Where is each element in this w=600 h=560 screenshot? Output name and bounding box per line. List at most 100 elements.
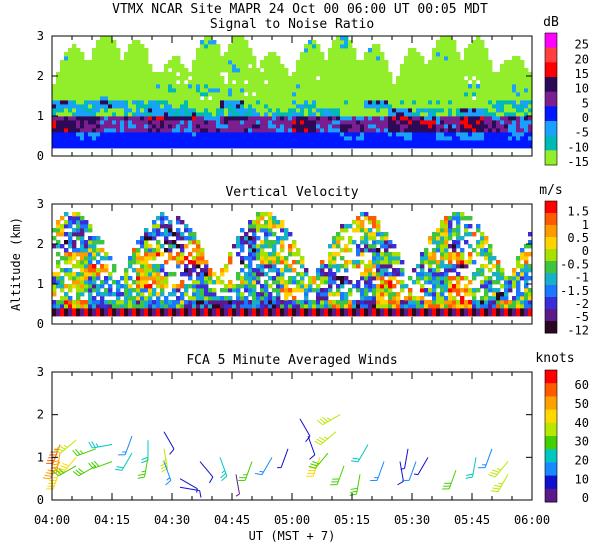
heatmap-cell	[140, 68, 145, 73]
heatmap-cell	[344, 40, 349, 45]
heatmap-cell	[336, 116, 341, 121]
heatmap-cell	[140, 284, 145, 289]
heatmap-cell	[420, 288, 425, 293]
heatmap-cell	[312, 144, 317, 149]
heatmap-cell	[264, 212, 269, 217]
vv-colorbar-unit: m/s	[539, 183, 562, 198]
heatmap-cell	[356, 264, 361, 269]
heatmap-cell	[136, 272, 141, 277]
heatmap-cell	[412, 144, 417, 149]
heatmap-cell	[76, 108, 81, 113]
heatmap-cell	[76, 68, 81, 73]
heatmap-cell	[76, 56, 81, 61]
heatmap-cell	[108, 108, 113, 113]
heatmap-cell	[196, 100, 201, 105]
heatmap-cell	[208, 116, 213, 121]
heatmap-cell	[356, 88, 361, 93]
heatmap-cell	[268, 256, 273, 261]
heatmap-cell	[252, 304, 257, 309]
heatmap-cell	[440, 312, 445, 317]
heatmap-cell	[92, 124, 97, 129]
heatmap-cell	[464, 92, 469, 97]
heatmap-cell	[88, 240, 93, 245]
heatmap-cell	[148, 116, 153, 121]
heatmap-cell	[328, 112, 333, 117]
heatmap-cell	[396, 304, 401, 309]
heatmap-cell	[352, 68, 357, 73]
colorbar-label: 10	[575, 82, 589, 96]
heatmap-cell	[148, 140, 153, 145]
heatmap-cell	[484, 96, 489, 101]
heatmap-cell	[156, 228, 161, 233]
heatmap-cell	[68, 136, 73, 141]
heatmap-cell	[340, 84, 345, 89]
heatmap-cell	[456, 236, 461, 241]
heatmap-cell	[524, 100, 529, 105]
heatmap-cell	[516, 112, 521, 117]
heatmap-cell	[136, 128, 141, 133]
heatmap-cell	[72, 240, 77, 245]
heatmap-cell	[304, 76, 309, 81]
heatmap-cell	[468, 128, 473, 133]
heatmap-cell	[152, 264, 157, 269]
heatmap-cell	[356, 60, 361, 65]
heatmap-cell	[312, 76, 317, 81]
heatmap-cell	[476, 116, 481, 121]
heatmap-cell	[452, 276, 457, 281]
heatmap-cell	[452, 252, 457, 257]
heatmap-cell	[432, 52, 437, 57]
heatmap-cell	[244, 284, 249, 289]
heatmap-cell	[280, 140, 285, 145]
heatmap-cell	[416, 300, 421, 305]
heatmap-cell	[356, 308, 361, 313]
heatmap-cell	[408, 136, 413, 141]
heatmap-cell	[528, 136, 532, 141]
heatmap-cell	[352, 88, 357, 93]
heatmap-cell	[356, 80, 361, 85]
heatmap-cell	[236, 312, 241, 317]
x-tick-label: 06:00	[514, 513, 550, 527]
heatmap-cell	[480, 236, 485, 241]
heatmap-cell	[408, 84, 413, 89]
heatmap-cell	[112, 292, 117, 297]
heatmap-cell	[392, 284, 397, 289]
heatmap-cell	[420, 144, 425, 149]
heatmap-cell	[208, 80, 213, 85]
heatmap-cell	[408, 60, 413, 65]
heatmap-cell	[156, 144, 161, 149]
heatmap-cell	[120, 72, 125, 77]
heatmap-cell	[480, 76, 485, 81]
heatmap-cell	[176, 60, 181, 65]
heatmap-cell	[80, 224, 85, 229]
heatmap-cell	[412, 80, 417, 85]
heatmap-cell	[448, 256, 453, 261]
heatmap-cell	[244, 116, 249, 121]
heatmap-cell	[488, 296, 493, 301]
heatmap-cell	[204, 128, 209, 133]
heatmap-cell	[260, 224, 265, 229]
heatmap-cell	[136, 52, 141, 57]
heatmap-cell	[396, 80, 401, 85]
heatmap-cell	[256, 76, 261, 81]
heatmap-cell	[192, 136, 197, 141]
heatmap-cell	[316, 296, 321, 301]
heatmap-cell	[160, 124, 165, 129]
heatmap-cell	[348, 132, 353, 137]
heatmap-cell	[392, 276, 397, 281]
heatmap-cell	[448, 228, 453, 233]
heatmap-cell	[320, 52, 325, 57]
heatmap-cell	[516, 104, 521, 109]
heatmap-cell	[132, 268, 137, 273]
heatmap-cell	[364, 212, 369, 217]
heatmap-cell	[236, 240, 241, 245]
heatmap-cell	[380, 300, 385, 305]
heatmap-cell	[292, 260, 297, 265]
heatmap-cell	[276, 92, 281, 97]
heatmap-cell	[504, 76, 509, 81]
heatmap-cell	[388, 144, 393, 149]
heatmap-cell	[508, 300, 513, 305]
heatmap-cell	[376, 240, 381, 245]
heatmap-cell	[84, 268, 89, 273]
heatmap-cell	[436, 272, 441, 277]
heatmap-cell	[292, 276, 297, 281]
